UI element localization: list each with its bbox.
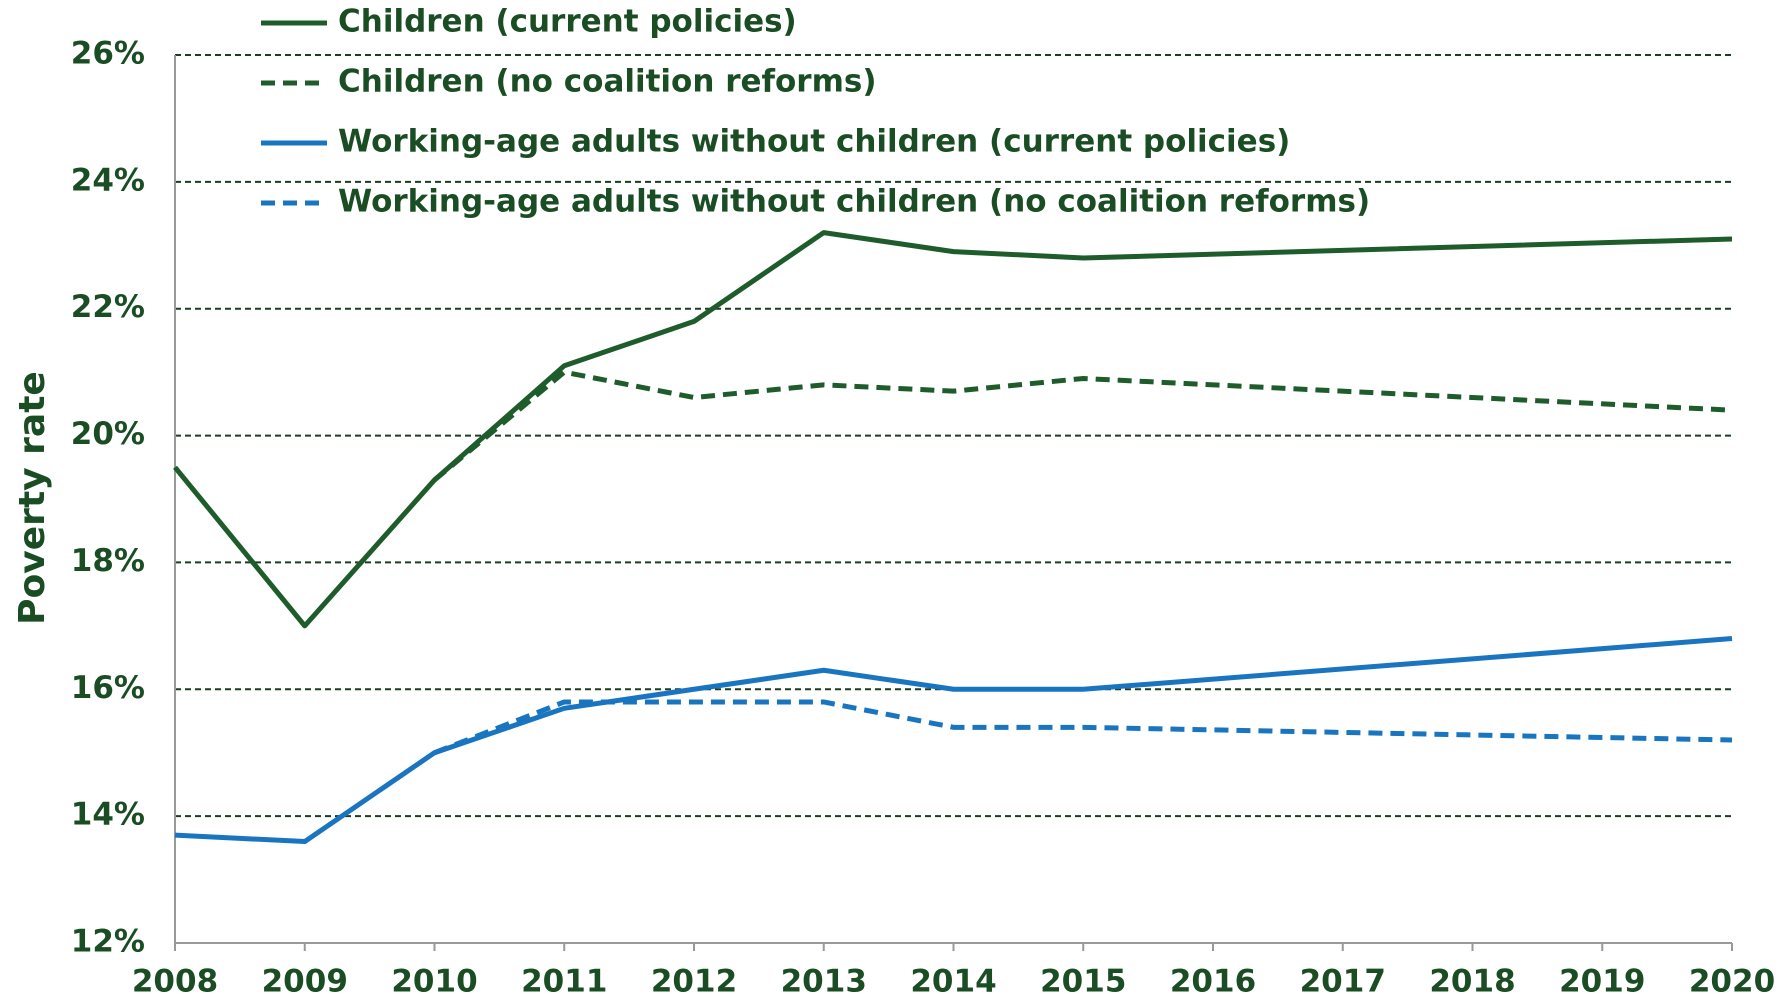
y-axis-label: Poverty rate: [12, 371, 53, 625]
series-line: [432, 369, 1733, 482]
x-tick-label: 2010: [391, 964, 477, 998]
y-tick-label: 18%: [71, 543, 145, 579]
y-tick-label: 26%: [71, 36, 145, 72]
series-line: [173, 230, 1733, 629]
y-tick-label: 12%: [71, 924, 145, 960]
y-tick-label: 16%: [71, 670, 145, 706]
y-tick-label: 22%: [71, 289, 145, 325]
x-tick-label: 2011: [521, 964, 607, 998]
x-tick-label: 2009: [262, 964, 348, 998]
x-tick-label: 2012: [651, 964, 737, 998]
series-line: [174, 636, 1733, 845]
x-tick-label: 2019: [1559, 964, 1645, 998]
y-tick-label: 20%: [71, 416, 145, 452]
y-tick-label: 14%: [71, 797, 145, 833]
x-tick-label: 2015: [1040, 964, 1126, 998]
x-tick-label: 2013: [781, 964, 867, 998]
legend-label: Working-age adults without children (cur…: [338, 124, 1290, 160]
x-tick-label: 2018: [1429, 964, 1515, 998]
x-tick-label: 2016: [1170, 964, 1256, 998]
x-tick-label: 2008: [132, 964, 218, 998]
y-tick-label: 24%: [71, 162, 145, 198]
x-tick-label: 2020: [1689, 964, 1775, 998]
legend-label: Working-age adults without children (no …: [338, 184, 1370, 220]
x-tick-label: 2017: [1300, 964, 1386, 998]
legend-label: Children (no coalition reforms): [338, 64, 877, 100]
legend-label: Children (current policies): [338, 4, 797, 40]
x-tick-label: 2014: [910, 964, 996, 998]
series-line: [433, 699, 1733, 756]
